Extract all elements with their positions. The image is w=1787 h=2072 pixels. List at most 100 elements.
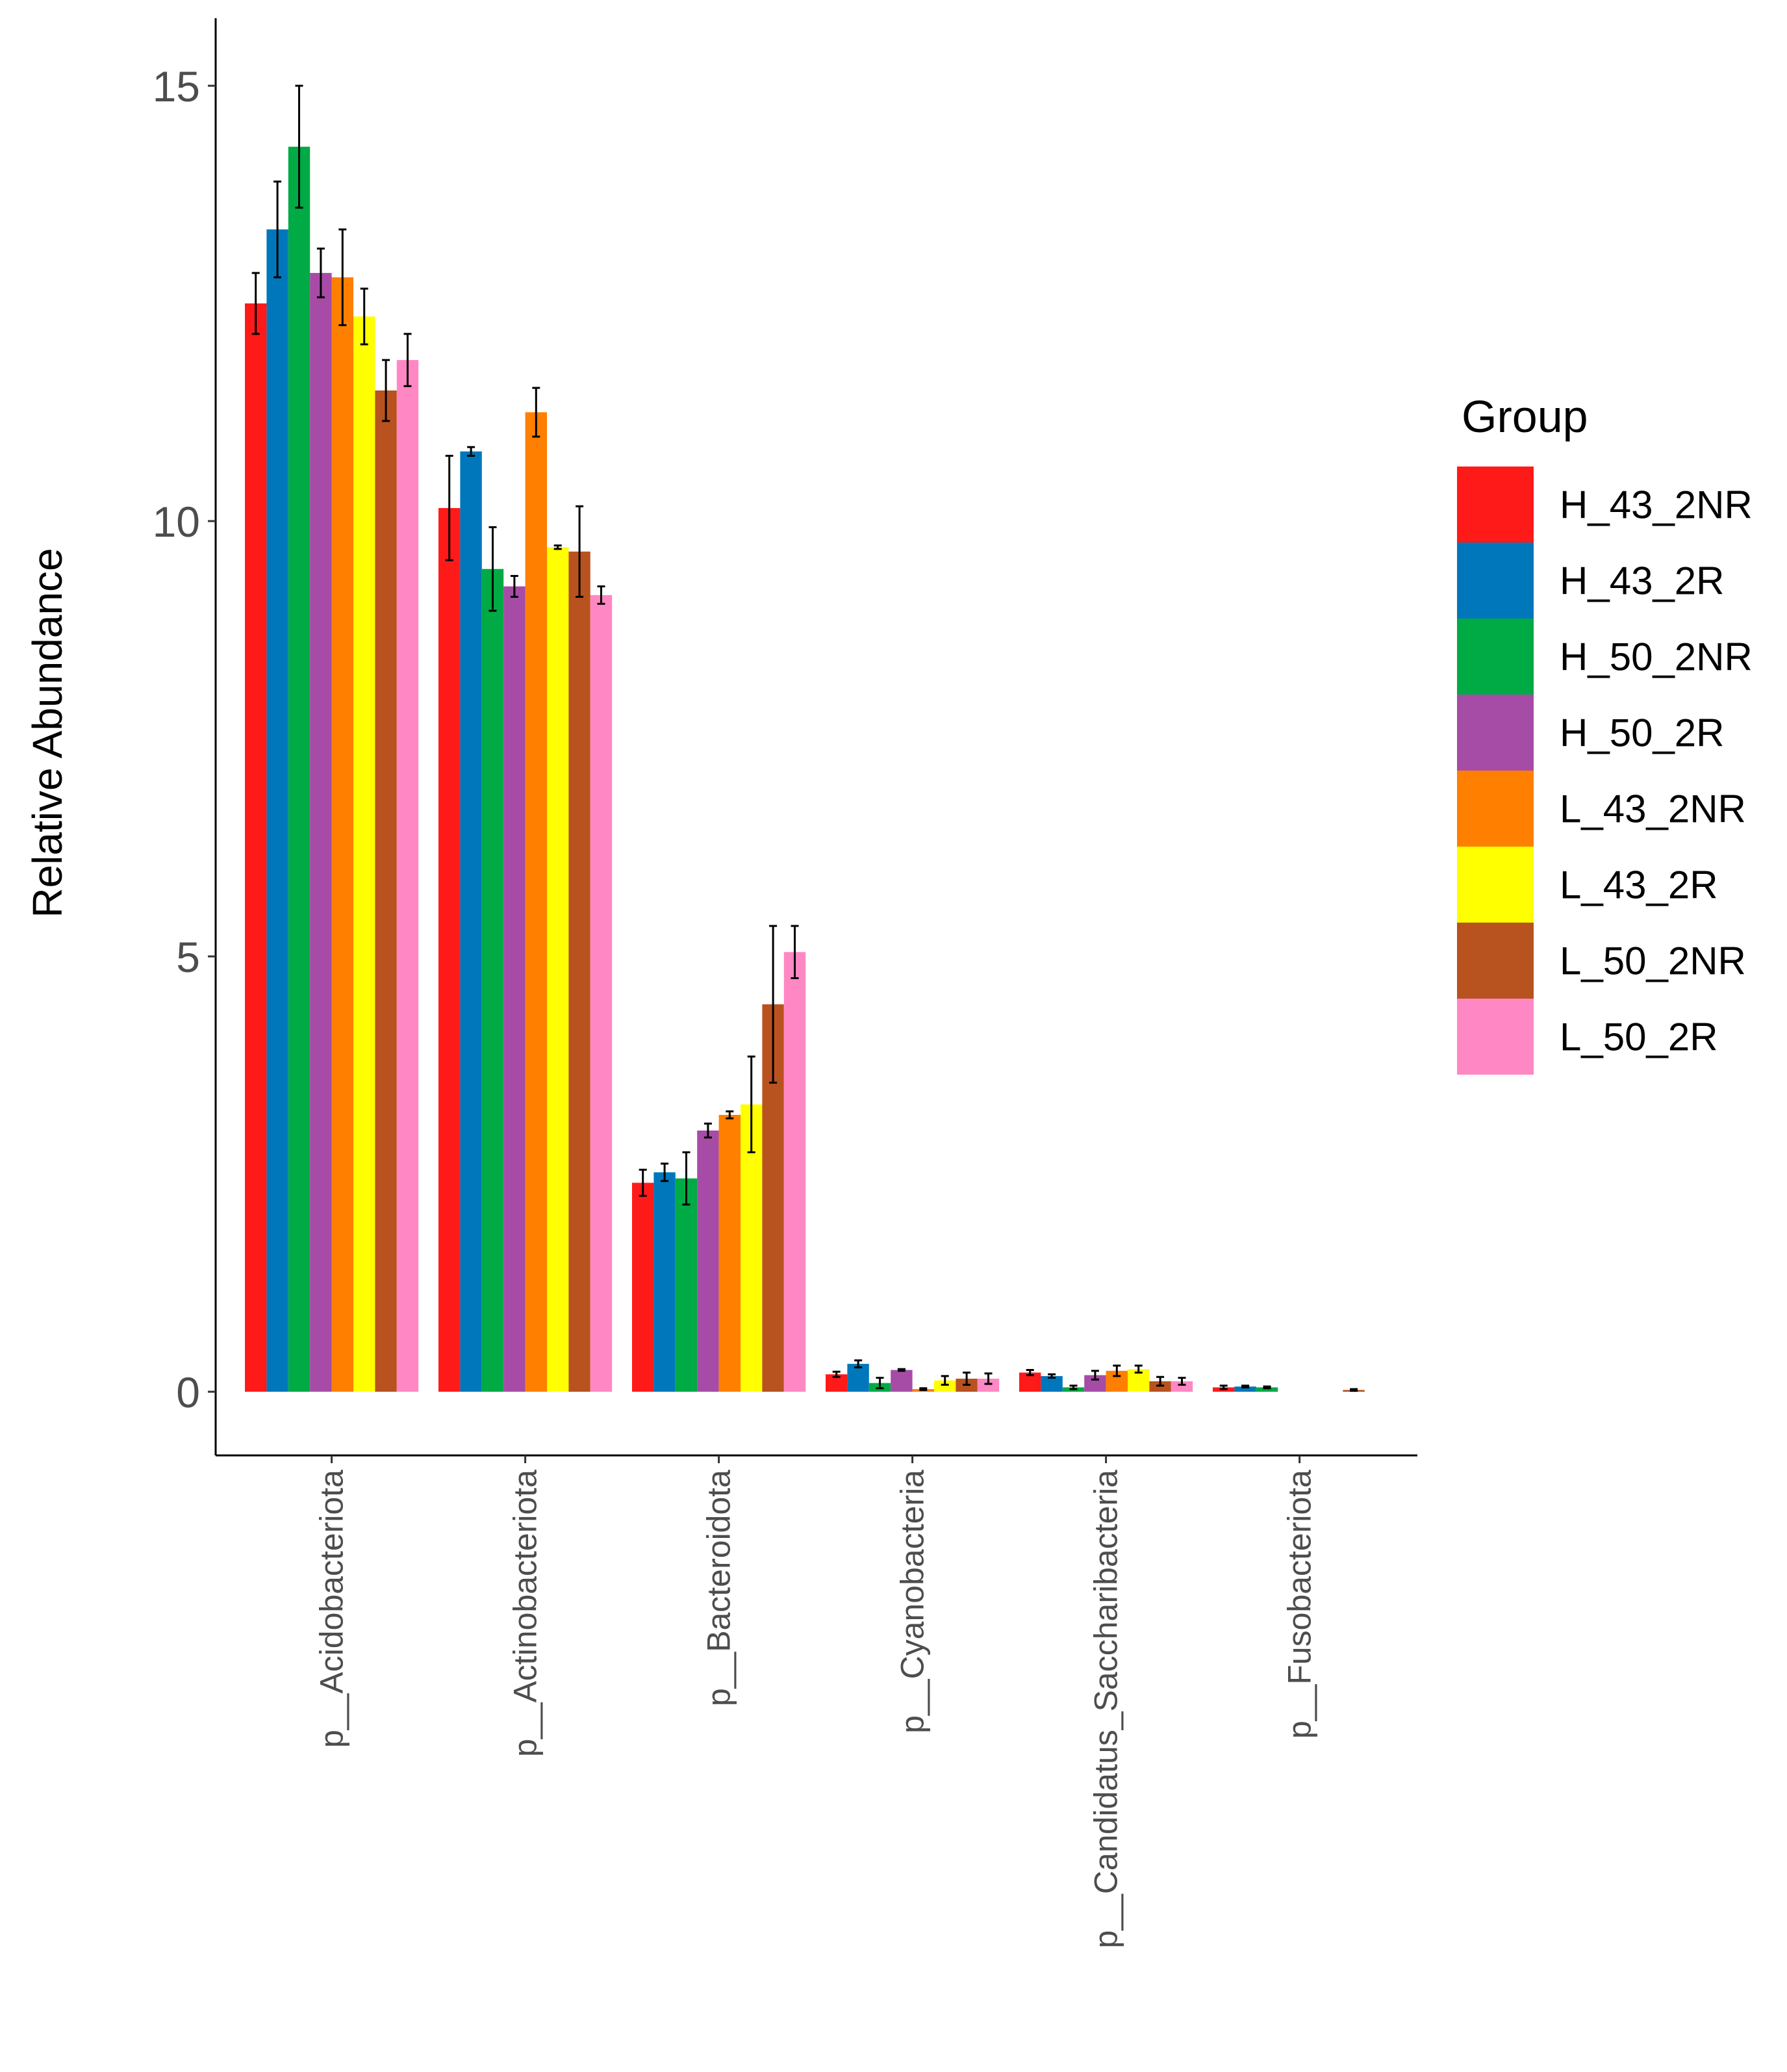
legend-swatch bbox=[1457, 467, 1534, 543]
bar-l-43-2r-p-cyanobacteria bbox=[934, 1380, 956, 1392]
bar-l-43-2nr-p-bacteroidota bbox=[718, 1114, 741, 1392]
bar-l-50-2r-p-bacteroidota bbox=[783, 952, 806, 1392]
error-bar-h-43-2nr-p-bacteroidota bbox=[639, 1168, 647, 1197]
error-bar-h-50-2nr-p-fusobacteriota bbox=[1263, 1385, 1271, 1390]
error-bar-l-43-2r-p-actinobacteriota bbox=[553, 544, 562, 550]
error-bar-h-50-2r-p-candidatus-saccharibacteria bbox=[1091, 1370, 1099, 1381]
y-tick-label: 10 bbox=[153, 498, 200, 546]
legend-swatch bbox=[1457, 847, 1534, 923]
x-tick-label-p-cyanobacteria: p__Cyanobacteria bbox=[894, 1470, 931, 1733]
legend-label: L_50_2R bbox=[1560, 1016, 1718, 1059]
error-bar-l-43-2nr-p-bacteroidota bbox=[726, 1110, 734, 1119]
bar-h-43-2r-p-actinobacteriota bbox=[460, 451, 482, 1392]
error-bar-h-43-2nr-p-candidatus-saccharibacteria bbox=[1026, 1369, 1034, 1377]
legend-item-l-50-2nr: L_50_2NR bbox=[1457, 923, 1746, 999]
legend-label: H_43_2NR bbox=[1560, 483, 1753, 527]
bar-h-43-2nr-p-bacteroidota bbox=[632, 1183, 654, 1392]
bar-h-43-2nr-p-actinobacteriota bbox=[438, 507, 461, 1392]
error-bar-l-43-2r-p-acidobacteriota bbox=[360, 287, 368, 346]
error-bars-layer bbox=[251, 84, 1358, 1392]
legend-item-l-43-2nr: L_43_2NR bbox=[1457, 771, 1746, 847]
y-tick-label: 15 bbox=[153, 62, 200, 110]
bar-l-50-2r-p-cyanobacteria bbox=[977, 1378, 1000, 1392]
legend-item-h-50-2r: H_50_2R bbox=[1457, 695, 1725, 771]
error-bar-h-43-2nr-p-acidobacteriota bbox=[251, 272, 260, 335]
legend-swatch bbox=[1457, 923, 1534, 999]
bar-l-50-2nr-p-actinobacteriota bbox=[568, 551, 590, 1392]
bar-h-50-2r-p-acidobacteriota bbox=[310, 273, 332, 1392]
bar-l-43-2nr-p-acidobacteriota bbox=[331, 277, 353, 1392]
legend: H_43_2NR H_43_2R H_50_2NR H_50_2R L_43_2NR L_… bbox=[1457, 467, 1753, 1075]
error-bar-l-50-2nr-p-bacteroidota bbox=[769, 925, 778, 1084]
bar-h-43-2nr-p-acidobacteriota bbox=[245, 303, 267, 1392]
bar-h-50-2r-p-actinobacteriota bbox=[503, 586, 526, 1392]
bar-h-43-2r-p-bacteroidota bbox=[653, 1172, 676, 1392]
legend-label: L_43_2R bbox=[1560, 863, 1718, 907]
bar-h-43-2r-p-cyanobacteria bbox=[847, 1364, 869, 1392]
x-tick-label-p-bacteroidota: p__Bacteroidota bbox=[701, 1470, 737, 1706]
bar-l-50-2r-p-actinobacteriota bbox=[590, 595, 613, 1392]
y-axis-title: Relative Abundance bbox=[24, 548, 71, 917]
error-bar-l-43-2nr-p-candidatus-saccharibacteria bbox=[1113, 1364, 1121, 1377]
error-bar-h-43-2r-p-candidatus-saccharibacteria bbox=[1048, 1373, 1056, 1379]
legend-title: Group bbox=[1462, 391, 1588, 442]
error-bar-l-50-2r-p-bacteroidota bbox=[791, 925, 799, 979]
bar-l-43-2r-p-actinobacteriota bbox=[547, 547, 569, 1392]
error-bar-l-43-2nr-p-actinobacteriota bbox=[532, 387, 540, 438]
bar-l-43-2nr-p-actinobacteriota bbox=[525, 412, 547, 1392]
x-tick-label-p-fusobacteriota: p__Fusobacteriota bbox=[1282, 1470, 1318, 1739]
error-bar-l-43-2nr-p-acidobacteriota bbox=[338, 228, 347, 326]
error-bar-l-50-2r-p-acidobacteriota bbox=[403, 333, 412, 387]
error-bar-h-50-2r-p-cyanobacteria bbox=[897, 1368, 906, 1372]
error-bar-h-50-2nr-p-bacteroidota bbox=[682, 1151, 691, 1206]
legend-item-h-50-2nr: H_50_2NR bbox=[1457, 619, 1753, 695]
error-bar-h-43-2r-p-bacteroidota bbox=[661, 1162, 669, 1183]
error-bar-h-43-2nr-p-cyanobacteria bbox=[832, 1370, 841, 1378]
error-bar-h-43-2r-p-cyanobacteria bbox=[854, 1359, 863, 1368]
error-bar-l-50-2nr-p-fusobacteriota bbox=[1350, 1388, 1358, 1392]
error-bar-h-50-2nr-p-acidobacteriota bbox=[295, 84, 303, 209]
error-bar-l-50-2nr-p-acidobacteriota bbox=[382, 359, 390, 422]
bar-l-50-2r-p-candidatus-saccharibacteria bbox=[1171, 1381, 1193, 1392]
legend-label: H_50_2NR bbox=[1560, 635, 1753, 679]
bar-h-50-2nr-p-fusobacteriota bbox=[1256, 1387, 1278, 1392]
error-bar-l-43-2r-p-candidatus-saccharibacteria bbox=[1134, 1364, 1143, 1374]
legend-label: L_43_2NR bbox=[1560, 787, 1746, 831]
bar-l-43-2r-p-acidobacteriota bbox=[353, 316, 375, 1392]
error-bar-h-50-2r-p-bacteroidota bbox=[703, 1122, 712, 1139]
bar-h-50-2r-p-cyanobacteria bbox=[891, 1370, 913, 1392]
y-tick-label: 5 bbox=[176, 933, 200, 981]
error-bar-h-50-2nr-p-actinobacteriota bbox=[488, 526, 497, 612]
x-tick-label-p-acidobacteriota: p__Acidobacteriota bbox=[314, 1470, 350, 1748]
legend-swatch bbox=[1457, 771, 1534, 847]
y-tick-label: 0 bbox=[176, 1368, 200, 1416]
error-bar-h-43-2r-p-actinobacteriota bbox=[467, 446, 475, 457]
error-bar-l-43-2r-p-bacteroidota bbox=[747, 1055, 755, 1153]
error-bar-h-50-2nr-p-cyanobacteria bbox=[876, 1377, 884, 1390]
bar-l-50-2r-p-acidobacteriota bbox=[396, 360, 419, 1392]
bars-layer bbox=[245, 146, 1365, 1392]
error-bar-l-43-2r-p-cyanobacteria bbox=[941, 1375, 949, 1386]
error-bar-l-50-2r-p-actinobacteriota bbox=[597, 585, 605, 605]
error-bar-h-50-2r-p-actinobacteriota bbox=[510, 574, 518, 598]
x-tick-label-p-candidatus-saccharibacteria: p__Candidatus_Saccharibacteria bbox=[1088, 1470, 1124, 1949]
bar-h-50-2nr-p-bacteroidota bbox=[675, 1178, 698, 1392]
bar-h-50-2nr-p-acidobacteriota bbox=[288, 146, 311, 1392]
error-bar-l-50-2r-p-candidatus-saccharibacteria bbox=[1178, 1377, 1186, 1386]
error-bar-h-43-2nr-p-fusobacteriota bbox=[1219, 1385, 1228, 1390]
legend-swatch bbox=[1457, 619, 1534, 695]
legend-item-h-43-2r: H_43_2R bbox=[1457, 543, 1725, 619]
error-bar-h-43-2r-p-fusobacteriota bbox=[1241, 1385, 1250, 1388]
error-bar-h-50-2nr-p-candidatus-saccharibacteria bbox=[1069, 1385, 1078, 1390]
bar-l-50-2nr-p-acidobacteriota bbox=[375, 390, 397, 1392]
legend-item-h-43-2nr: H_43_2NR bbox=[1457, 467, 1753, 543]
error-bar-h-43-2r-p-acidobacteriota bbox=[273, 180, 282, 279]
error-bar-l-43-2nr-p-cyanobacteria bbox=[919, 1387, 928, 1391]
error-bar-h-50-2r-p-acidobacteriota bbox=[316, 248, 325, 299]
x-axis-ticks: p__Acidobacteriota p__Actinobacteriota p__… bbox=[314, 1455, 1318, 1949]
legend-item-l-43-2r: L_43_2R bbox=[1457, 847, 1718, 923]
legend-swatch bbox=[1457, 999, 1534, 1075]
error-bar-l-50-2r-p-cyanobacteria bbox=[984, 1372, 993, 1385]
error-bar-l-50-2nr-p-actinobacteriota bbox=[576, 505, 584, 598]
